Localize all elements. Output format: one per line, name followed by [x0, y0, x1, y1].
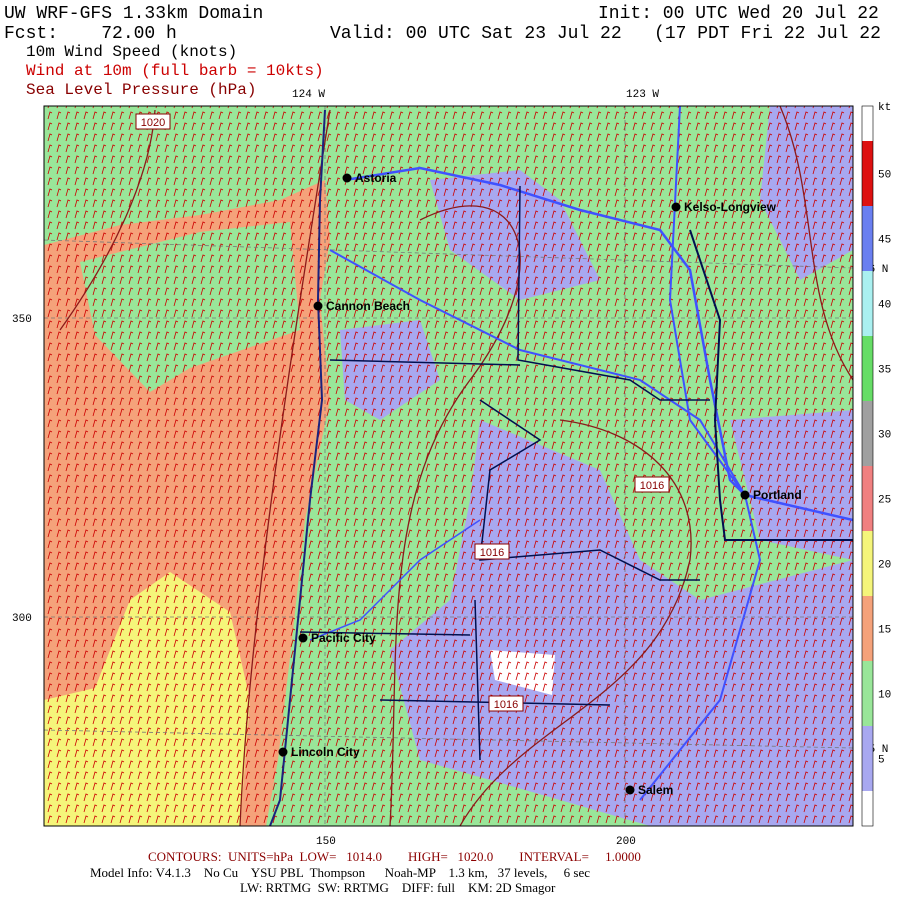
cities: Astoria Kelso-Longview Cannon Beach Portlan… [278, 171, 802, 797]
forecast-hour: Fcst: 72.00 h [4, 24, 177, 44]
city-label: Portland [753, 488, 802, 502]
colorbar-swatch [862, 106, 873, 141]
colorbar-label: 25 [878, 495, 891, 507]
colorbar-swatch [862, 791, 873, 826]
field-label: Wind at 10m (full barb = 10kts) [26, 62, 324, 80]
colorbar-unit: kt [878, 102, 891, 114]
init-time: Init: 00 UTC Wed 20 Jul 22 [598, 4, 879, 24]
city-label: Salem [638, 783, 673, 797]
contour-label-box [135, 113, 171, 130]
colorbar-swatch [862, 531, 873, 596]
longitude-label: 124 W [292, 89, 325, 101]
colorbar-label: 20 [878, 560, 891, 572]
map-frame [43, 105, 854, 827]
grid-label: 150 [316, 836, 336, 848]
city-marker [671, 202, 681, 212]
contour-labels: 1020 1016 1016 1016 [135, 113, 670, 712]
valid-time: Valid: 00 UTC Sat 23 Jul 22 (17 PDT Fri … [330, 24, 900, 44]
field-label: Sea Level Pressure (hPa) [26, 81, 256, 99]
field-label: 10m Wind Speed (knots) [26, 43, 237, 61]
colorbar-swatch [862, 401, 873, 466]
colorbar-label: 35 [878, 365, 891, 377]
city-marker [625, 785, 635, 795]
colorbar-frame [861, 105, 874, 827]
city-label: Kelso-Longview [684, 200, 777, 214]
city-marker [342, 173, 352, 183]
grid-label: 300 [12, 613, 32, 625]
colorbar-swatch [862, 271, 873, 336]
city-marker [313, 301, 323, 311]
city-label: Pacific City [311, 631, 376, 645]
colorbar-swatch [862, 206, 873, 271]
model-info: Model Info: V4.1.3 No Cu YSU PBL Thompso… [90, 865, 590, 880]
city-label: Lincoln City [291, 745, 360, 759]
colorbar: kt 5 10 15 20 25 30 35 40 45 50 [861, 102, 891, 827]
colorbar-swatch [862, 466, 873, 531]
colorbar-label: 45 [878, 235, 891, 247]
city-marker [298, 633, 308, 643]
colorbar-label: 15 [878, 625, 891, 637]
grid-label: 350 [12, 314, 32, 326]
city-label: Astoria [355, 171, 397, 185]
physics-info: LW: RRTMG SW: RRTMG DIFF: full KM: 2D Sm… [240, 880, 556, 895]
city-marker [740, 490, 750, 500]
map [44, 106, 853, 826]
contour-label-box [488, 695, 524, 712]
title: UW WRF-GFS 1.33km Domain [4, 4, 263, 24]
colorbar-label: 50 [878, 170, 891, 182]
contour-label-box [474, 543, 510, 560]
city-label: Cannon Beach [326, 299, 410, 313]
colorbar-label: 10 [878, 690, 891, 702]
colorbar-label: 5 [878, 755, 885, 767]
grid-label: 200 [616, 836, 636, 848]
colorbar-label: 30 [878, 430, 891, 442]
colorbar-swatch [862, 726, 873, 791]
contour-label: 1020 [141, 117, 165, 129]
colorbar-label: 40 [878, 300, 891, 312]
colorbar-swatch [862, 661, 873, 726]
colorbar-swatch [862, 336, 873, 401]
contour-label: 1016 [480, 547, 504, 559]
colorbar-swatch [862, 141, 873, 206]
contour-label-box [634, 476, 670, 493]
city-marker [278, 747, 288, 757]
longitude-label: 123 W [626, 89, 659, 101]
contour-label: 1016 [494, 699, 518, 711]
contour-info: CONTOURS: UNITS=hPa LOW= 1014.0 HIGH= 10… [148, 849, 641, 864]
contour-label: 1016 [640, 480, 664, 492]
colorbar-swatch [862, 596, 873, 661]
